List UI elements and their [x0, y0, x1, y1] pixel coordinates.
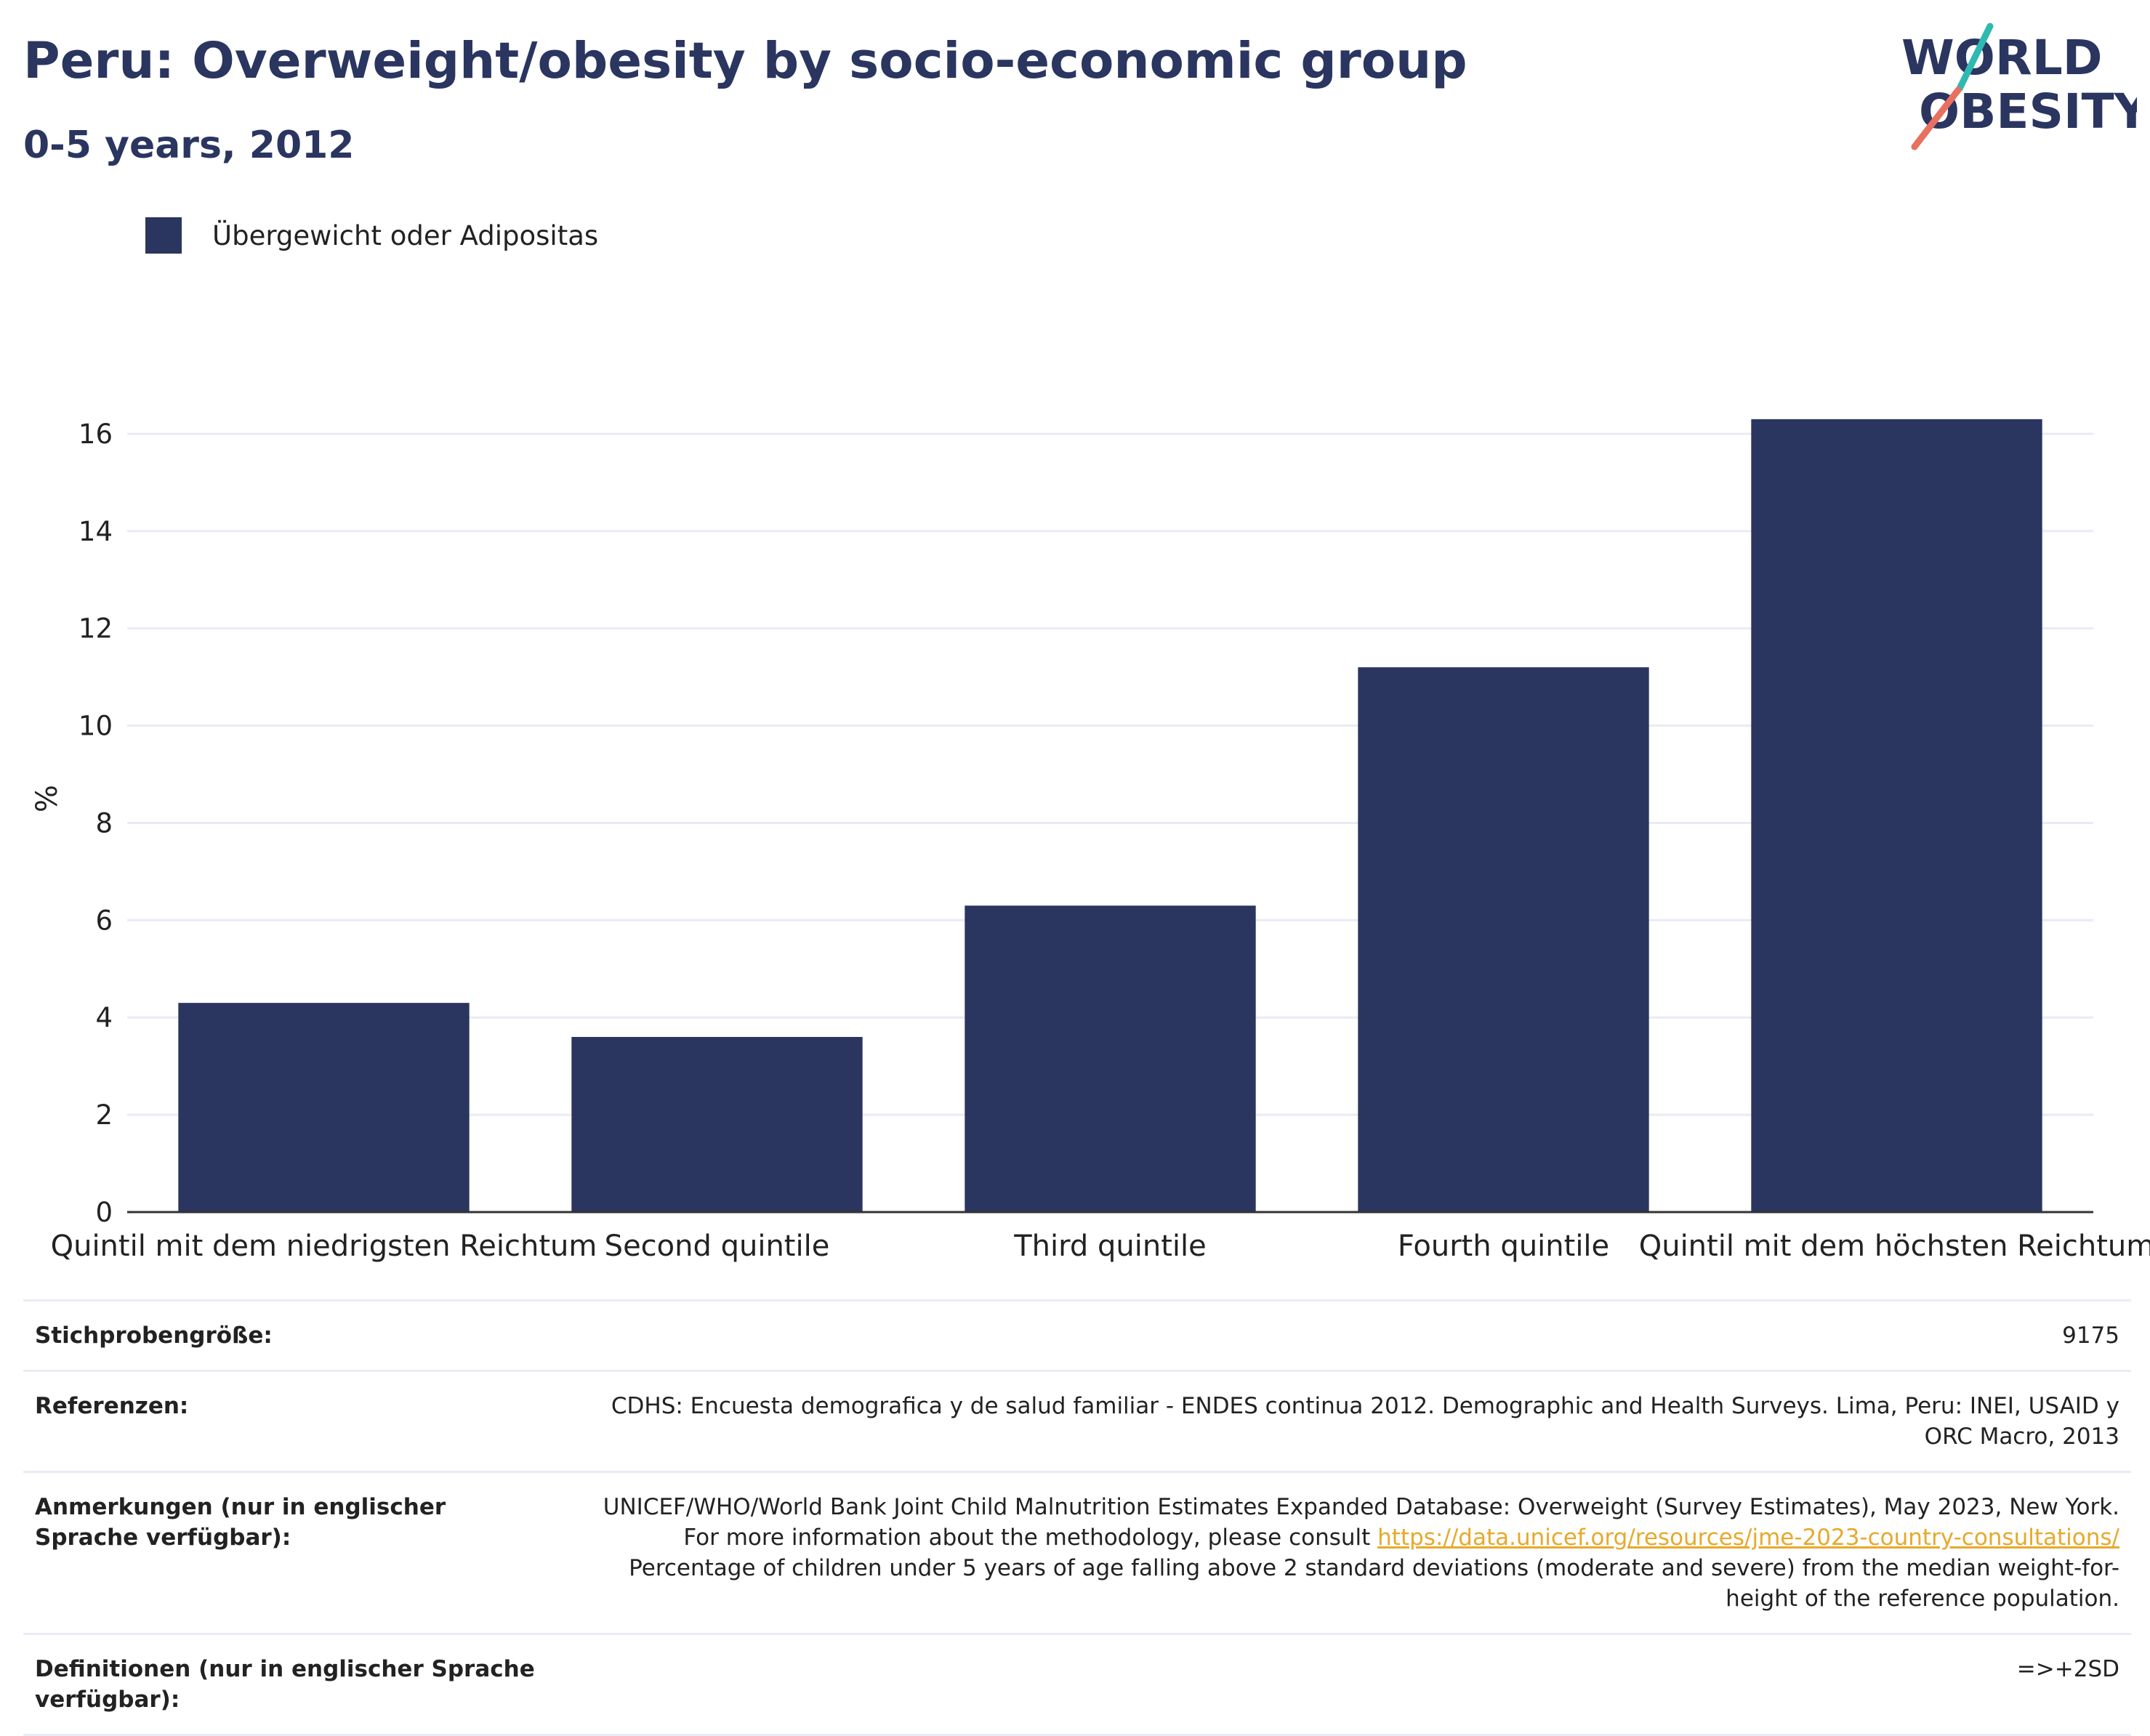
y-tick-label: 12 [78, 613, 113, 645]
legend-swatch [145, 217, 182, 254]
bar [1358, 667, 1649, 1212]
bar [1751, 419, 2042, 1212]
bar [178, 1003, 470, 1212]
y-tick-label: 2 [95, 1099, 113, 1131]
info-row-references: Referenzen: CDHS: Encuesta demografica y… [23, 1370, 2131, 1473]
axes: 0 2 4 6 8 10 12 14 16 Quintil mit dem niedrigsten… [31, 419, 2150, 1263]
x-tick-label: Second quintile [605, 1230, 830, 1263]
info-label: Definitionen (nur in englischer Sprache … [23, 1633, 555, 1736]
y-tick-label: 0 [95, 1197, 113, 1228]
notes-text-after: Percentage of children under 5 years of … [629, 1555, 2119, 1612]
info-value: CDHS: Encuesta demografica y de salud fa… [555, 1370, 2131, 1473]
logo-teal-slash [1956, 23, 1994, 92]
info-label: Referenzen: [23, 1370, 555, 1473]
chart-legend[interactable]: Übergewicht oder Adipositas [145, 217, 598, 254]
y-tick-label: 4 [95, 1002, 113, 1033]
info-value: 9175 [555, 1299, 2131, 1372]
info-label: Anmerkungen (nur in englischer Sprache v… [23, 1471, 555, 1635]
info-row-notes: Anmerkungen (nur in englischer Sprache v… [23, 1471, 2131, 1635]
bar [571, 1037, 863, 1212]
y-axis-label: % [31, 785, 64, 812]
notes-text-before: UNICEF/WHO/World Bank Joint Child Malnut… [603, 1494, 2119, 1551]
y-tick-label: 14 [78, 516, 113, 547]
chart-title: Peru: Overweight/obesity by socio-econom… [23, 32, 1467, 90]
info-row-definitions: Definitionen (nur in englischer Sprache … [23, 1633, 2131, 1736]
bars [178, 419, 2042, 1212]
info-row-sample-size: Stichprobengröße: 9175 [23, 1299, 2131, 1372]
x-tick-label: Third quintile [1013, 1230, 1206, 1263]
y-tick-label: 16 [78, 419, 113, 450]
info-value: =>+2SD [555, 1633, 2131, 1736]
bar-chart: 0 2 4 6 8 10 12 14 16 Quintil mit dem niedrigsten… [31, 419, 2150, 1263]
info-table: Stichprobengröße: 9175 Referenzen: CDHS:… [23, 1299, 2131, 1736]
logo-line1: WORLD [1901, 30, 2103, 86]
y-tick-label: 8 [95, 807, 113, 839]
info-label: Stichprobengröße: [23, 1299, 555, 1372]
methodology-link[interactable]: https://data.unicef.org/resources/jme-20… [1377, 1525, 2119, 1551]
world-obesity-logo[interactable]: WORLD OBESITY [1897, 22, 2137, 153]
x-tick-label: Fourth quintile [1398, 1230, 1609, 1263]
info-value: UNICEF/WHO/World Bank Joint Child Malnut… [555, 1471, 2131, 1635]
x-tick-label: Quintil mit dem höchsten Reichtum [1639, 1230, 2150, 1263]
y-tick-label: 6 [95, 905, 113, 936]
logo-coral-slash [1911, 86, 1962, 150]
legend-label: Übergewicht oder Adipositas [212, 219, 599, 251]
bar [965, 905, 1256, 1212]
y-tick-label: 10 [78, 711, 113, 742]
chart-subtitle: 0-5 years, 2012 [23, 124, 355, 167]
x-tick-label: Quintil mit dem niedrigsten Reichtum [51, 1230, 597, 1263]
